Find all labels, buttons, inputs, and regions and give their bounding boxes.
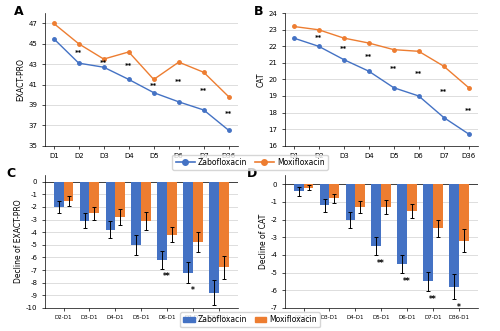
Zabofloxacin — [201, 108, 207, 112]
Zabofloxacin — [341, 58, 347, 62]
Legend: Zabofloxacin, Moxifloxacin: Zabofloxacin, Moxifloxacin — [172, 155, 328, 170]
Text: **: ** — [378, 259, 385, 268]
Zabofloxacin — [391, 86, 397, 90]
Text: **: ** — [75, 50, 82, 57]
Zabofloxacin — [126, 77, 132, 81]
Text: **: ** — [340, 46, 347, 52]
Y-axis label: CAT: CAT — [256, 72, 266, 87]
Bar — [407, 184, 417, 211]
Moxifloxacin — [51, 22, 57, 25]
Text: **: ** — [440, 89, 448, 95]
Bar — [320, 184, 330, 206]
Text: **: ** — [415, 71, 422, 77]
Zabofloxacin — [51, 37, 57, 41]
Moxifloxacin — [366, 41, 372, 45]
Text: **: ** — [175, 79, 182, 85]
Zabofloxacin — [416, 94, 422, 98]
Text: *: * — [457, 304, 461, 312]
Bar — [372, 184, 381, 246]
Moxifloxacin — [201, 70, 207, 74]
Zabofloxacin — [101, 65, 107, 69]
Text: **: ** — [125, 63, 132, 69]
Legend: Zabofloxacin, Moxifloxacin: Zabofloxacin, Moxifloxacin — [180, 312, 320, 327]
Y-axis label: EXACT-PRO: EXACT-PRO — [16, 58, 26, 101]
Text: B: B — [254, 5, 264, 18]
Bar — [449, 184, 459, 287]
Zabofloxacin — [226, 128, 232, 132]
Bar — [356, 184, 365, 207]
Bar — [423, 184, 433, 281]
Moxifloxacin — [316, 28, 322, 32]
Text: **: ** — [200, 88, 207, 94]
Y-axis label: Decline of EXACT-PRO: Decline of EXACT-PRO — [14, 200, 23, 283]
Bar — [142, 182, 151, 221]
Zabofloxacin — [291, 36, 297, 40]
Text: A: A — [14, 5, 24, 18]
Bar — [346, 184, 356, 219]
Text: C: C — [6, 167, 16, 180]
Zabofloxacin — [176, 100, 182, 104]
Bar — [167, 182, 177, 235]
Moxifloxacin — [126, 50, 132, 54]
Text: *: * — [191, 286, 195, 295]
Bar — [158, 182, 167, 260]
Text: **: ** — [404, 277, 411, 286]
Zabofloxacin — [441, 116, 447, 119]
Moxifloxacin — [151, 77, 157, 81]
Zabofloxacin — [76, 61, 82, 65]
Bar — [116, 182, 125, 217]
Text: D: D — [246, 167, 257, 180]
Text: **: ** — [390, 66, 398, 72]
Bar — [330, 184, 340, 198]
Zabofloxacin — [316, 44, 322, 48]
Text: **: ** — [429, 296, 437, 305]
Zabofloxacin — [466, 132, 472, 136]
Bar — [193, 182, 203, 242]
Text: **: ** — [465, 108, 472, 114]
Moxifloxacin — [226, 95, 232, 99]
Moxifloxacin — [341, 36, 347, 40]
Moxifloxacin — [76, 42, 82, 46]
Text: **: ** — [164, 272, 171, 281]
Moxifloxacin — [291, 24, 297, 28]
Moxifloxacin — [466, 86, 472, 90]
Bar — [459, 184, 468, 241]
Bar — [183, 182, 193, 272]
Bar — [398, 184, 407, 264]
Bar — [54, 182, 64, 207]
Text: **: ** — [365, 54, 372, 60]
Line: Moxifloxacin: Moxifloxacin — [52, 22, 231, 99]
Bar — [90, 182, 100, 213]
Bar — [64, 182, 74, 201]
Line: Zabofloxacin: Zabofloxacin — [52, 37, 231, 132]
Bar — [219, 182, 229, 267]
Moxifloxacin — [101, 57, 107, 61]
Bar — [382, 184, 391, 207]
Text: **: ** — [315, 35, 322, 41]
Line: Moxifloxacin: Moxifloxacin — [292, 25, 470, 89]
Bar — [304, 184, 314, 188]
Bar — [209, 182, 219, 293]
Moxifloxacin — [441, 64, 447, 68]
Moxifloxacin — [416, 49, 422, 53]
Text: **: ** — [100, 60, 108, 66]
Text: **: ** — [225, 111, 232, 117]
Bar — [433, 184, 443, 228]
Bar — [294, 184, 304, 191]
Bar — [132, 182, 141, 245]
Moxifloxacin — [176, 60, 182, 64]
Line: Zabofloxacin: Zabofloxacin — [292, 36, 470, 136]
Zabofloxacin — [366, 69, 372, 73]
Bar — [106, 182, 116, 230]
Bar — [80, 182, 90, 221]
Zabofloxacin — [151, 91, 157, 95]
Y-axis label: Decline of CAT: Decline of CAT — [258, 214, 268, 269]
Text: **: ** — [150, 83, 158, 89]
Moxifloxacin — [391, 48, 397, 52]
